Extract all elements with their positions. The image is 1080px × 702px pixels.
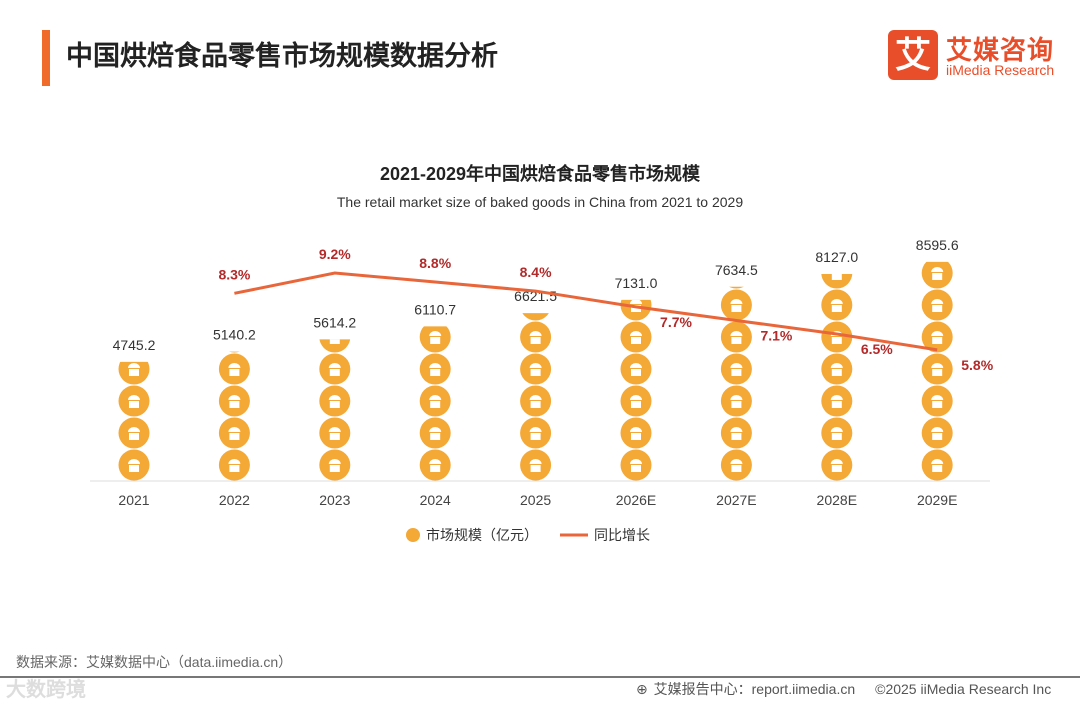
legend-bar-icon <box>406 528 420 542</box>
bar-2024 <box>419 326 451 481</box>
x-tick-label: 2027E <box>716 492 756 508</box>
x-tick-label: 2028E <box>817 492 857 508</box>
growth-label: 8.8% <box>419 255 451 271</box>
bar-value-label: 5140.2 <box>213 327 256 343</box>
bar-value-label: 7131.0 <box>615 275 658 291</box>
bar-2029E <box>921 261 953 481</box>
watermark: 大数跨境 <box>6 679 86 701</box>
cupcake-icon <box>821 273 853 289</box>
growth-label: 7.7% <box>660 314 692 330</box>
report-link[interactable]: 艾媒报告中心：report.iimedia.cn <box>653 681 856 697</box>
chart-subtitle: The retail market size of baked goods in… <box>336 194 744 210</box>
legend-bar-label: 市场规模（亿元） <box>426 527 538 543</box>
bar-2027E <box>720 286 752 481</box>
bar-2026E <box>620 299 652 481</box>
bar-value-label: 8595.6 <box>916 237 959 253</box>
title-accent-bar <box>42 30 50 86</box>
growth-label: 7.1% <box>760 327 792 343</box>
growth-label: 5.8% <box>961 357 993 373</box>
growth-label: 6.5% <box>861 341 893 357</box>
bar-2023 <box>319 339 351 481</box>
bar-value-label: 4745.2 <box>113 337 156 353</box>
x-tick-label: 2026E <box>616 492 656 508</box>
copyright: ©2025 iiMedia Research Inc <box>875 681 1052 697</box>
bar-2021 <box>118 361 150 481</box>
x-tick-label: 2024 <box>420 492 451 508</box>
bar-value-label: 7634.5 <box>715 262 758 278</box>
cupcake-icon <box>319 339 351 353</box>
page-title: 中国烘焙食品零售市场规模数据分析 <box>66 41 498 71</box>
cupcake-icon <box>522 313 549 321</box>
x-tick-label: 2025 <box>520 492 551 508</box>
logo-text-cn: 艾媒咨询 <box>946 35 1055 65</box>
growth-line <box>234 271 938 352</box>
x-tick-label: 2023 <box>319 492 350 508</box>
bar-2025 <box>520 313 552 481</box>
logo-mark: 艾 <box>888 30 938 80</box>
x-tick-label: 2021 <box>118 492 149 508</box>
cupcake-icon <box>729 286 744 289</box>
bar-value-label: 6110.7 <box>414 301 456 317</box>
chart-area: 4745.2 2021 5140.2 2022 5614.2 2023 6110.7 2024… <box>90 237 994 543</box>
bar-value-label: 8127.0 <box>815 249 858 265</box>
data-source: 数据来源：艾媒数据中心（data.iimedia.cn） <box>16 654 293 670</box>
logo-text-en: iiMedia Research <box>946 62 1055 78</box>
bar-value-label: 5614.2 <box>313 314 356 330</box>
bar-2028E <box>821 273 853 481</box>
chart-title: 2021-2029年中国烘焙食品零售市场规模 <box>379 164 701 184</box>
x-tick-label: 2029E <box>917 492 957 508</box>
growth-label: 8.3% <box>218 266 250 282</box>
cupcake-icon <box>229 351 240 353</box>
x-tick-label: 2022 <box>219 492 250 508</box>
growth-label: 8.4% <box>520 264 552 280</box>
globe-icon: ⊕ <box>636 681 648 697</box>
legend-line-label: 同比增长 <box>594 527 650 543</box>
growth-label: 9.2% <box>319 246 351 262</box>
bar-2022 <box>218 351 250 481</box>
footer-divider <box>0 676 1080 678</box>
footer-info: ⊕ 艾媒报告中心：report.iimedia.cn ©2025 iiMedia … <box>616 681 1051 697</box>
